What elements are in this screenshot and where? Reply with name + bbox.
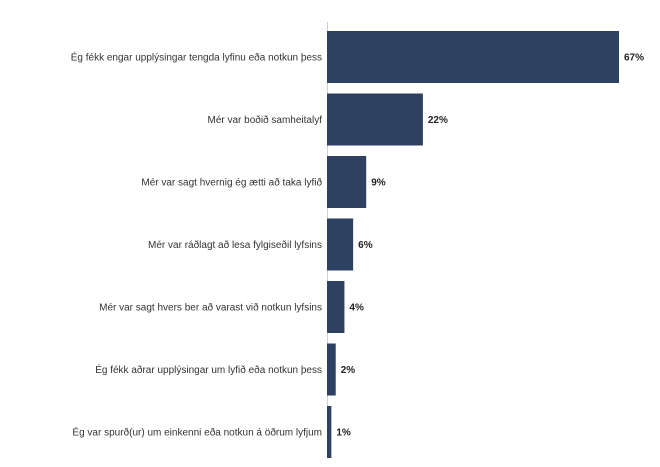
- value-labels-group: 67% 22% 9% 6% 4% 2% 1%: [336, 53, 644, 439]
- value-label-1: 67%: [624, 53, 644, 64]
- value-label-6: 2%: [341, 365, 356, 376]
- value-label-5: 4%: [349, 303, 364, 314]
- category-label-2: Mér var boðið samheitalyf: [208, 114, 323, 126]
- bar-5: [327, 281, 345, 333]
- value-label-2: 22%: [428, 115, 448, 126]
- value-label-7: 1%: [336, 428, 351, 439]
- category-label-5: Mér var sagt hvers ber að varast við not…: [99, 302, 322, 314]
- category-label-6: Ég fékk aðrar upplýsingar um lyfið eða n…: [95, 363, 322, 376]
- bar-6: [327, 343, 336, 396]
- category-label-1: Ég fékk engar upplýsingar tengda lyfinu …: [71, 51, 322, 64]
- bar-7: [327, 406, 332, 458]
- value-label-3: 9%: [371, 178, 386, 189]
- bar-3: [327, 156, 367, 208]
- bars-group: [327, 31, 619, 458]
- category-labels-group: Ég fékk engar upplýsingar tengda lyfinu …: [71, 51, 323, 439]
- bar-2: [327, 93, 423, 146]
- bar-4: [327, 218, 354, 271]
- category-label-7: Ég var spurð(ur) um einkenni eða notkun …: [72, 426, 322, 439]
- bar-1: [327, 31, 619, 83]
- category-label-4: Mér var ráðlagt að lesa fylgiseðil lyfsi…: [148, 239, 322, 251]
- category-label-3: Mér var sagt hvernig ég ætti að taka lyf…: [141, 177, 322, 189]
- value-label-4: 6%: [358, 240, 373, 251]
